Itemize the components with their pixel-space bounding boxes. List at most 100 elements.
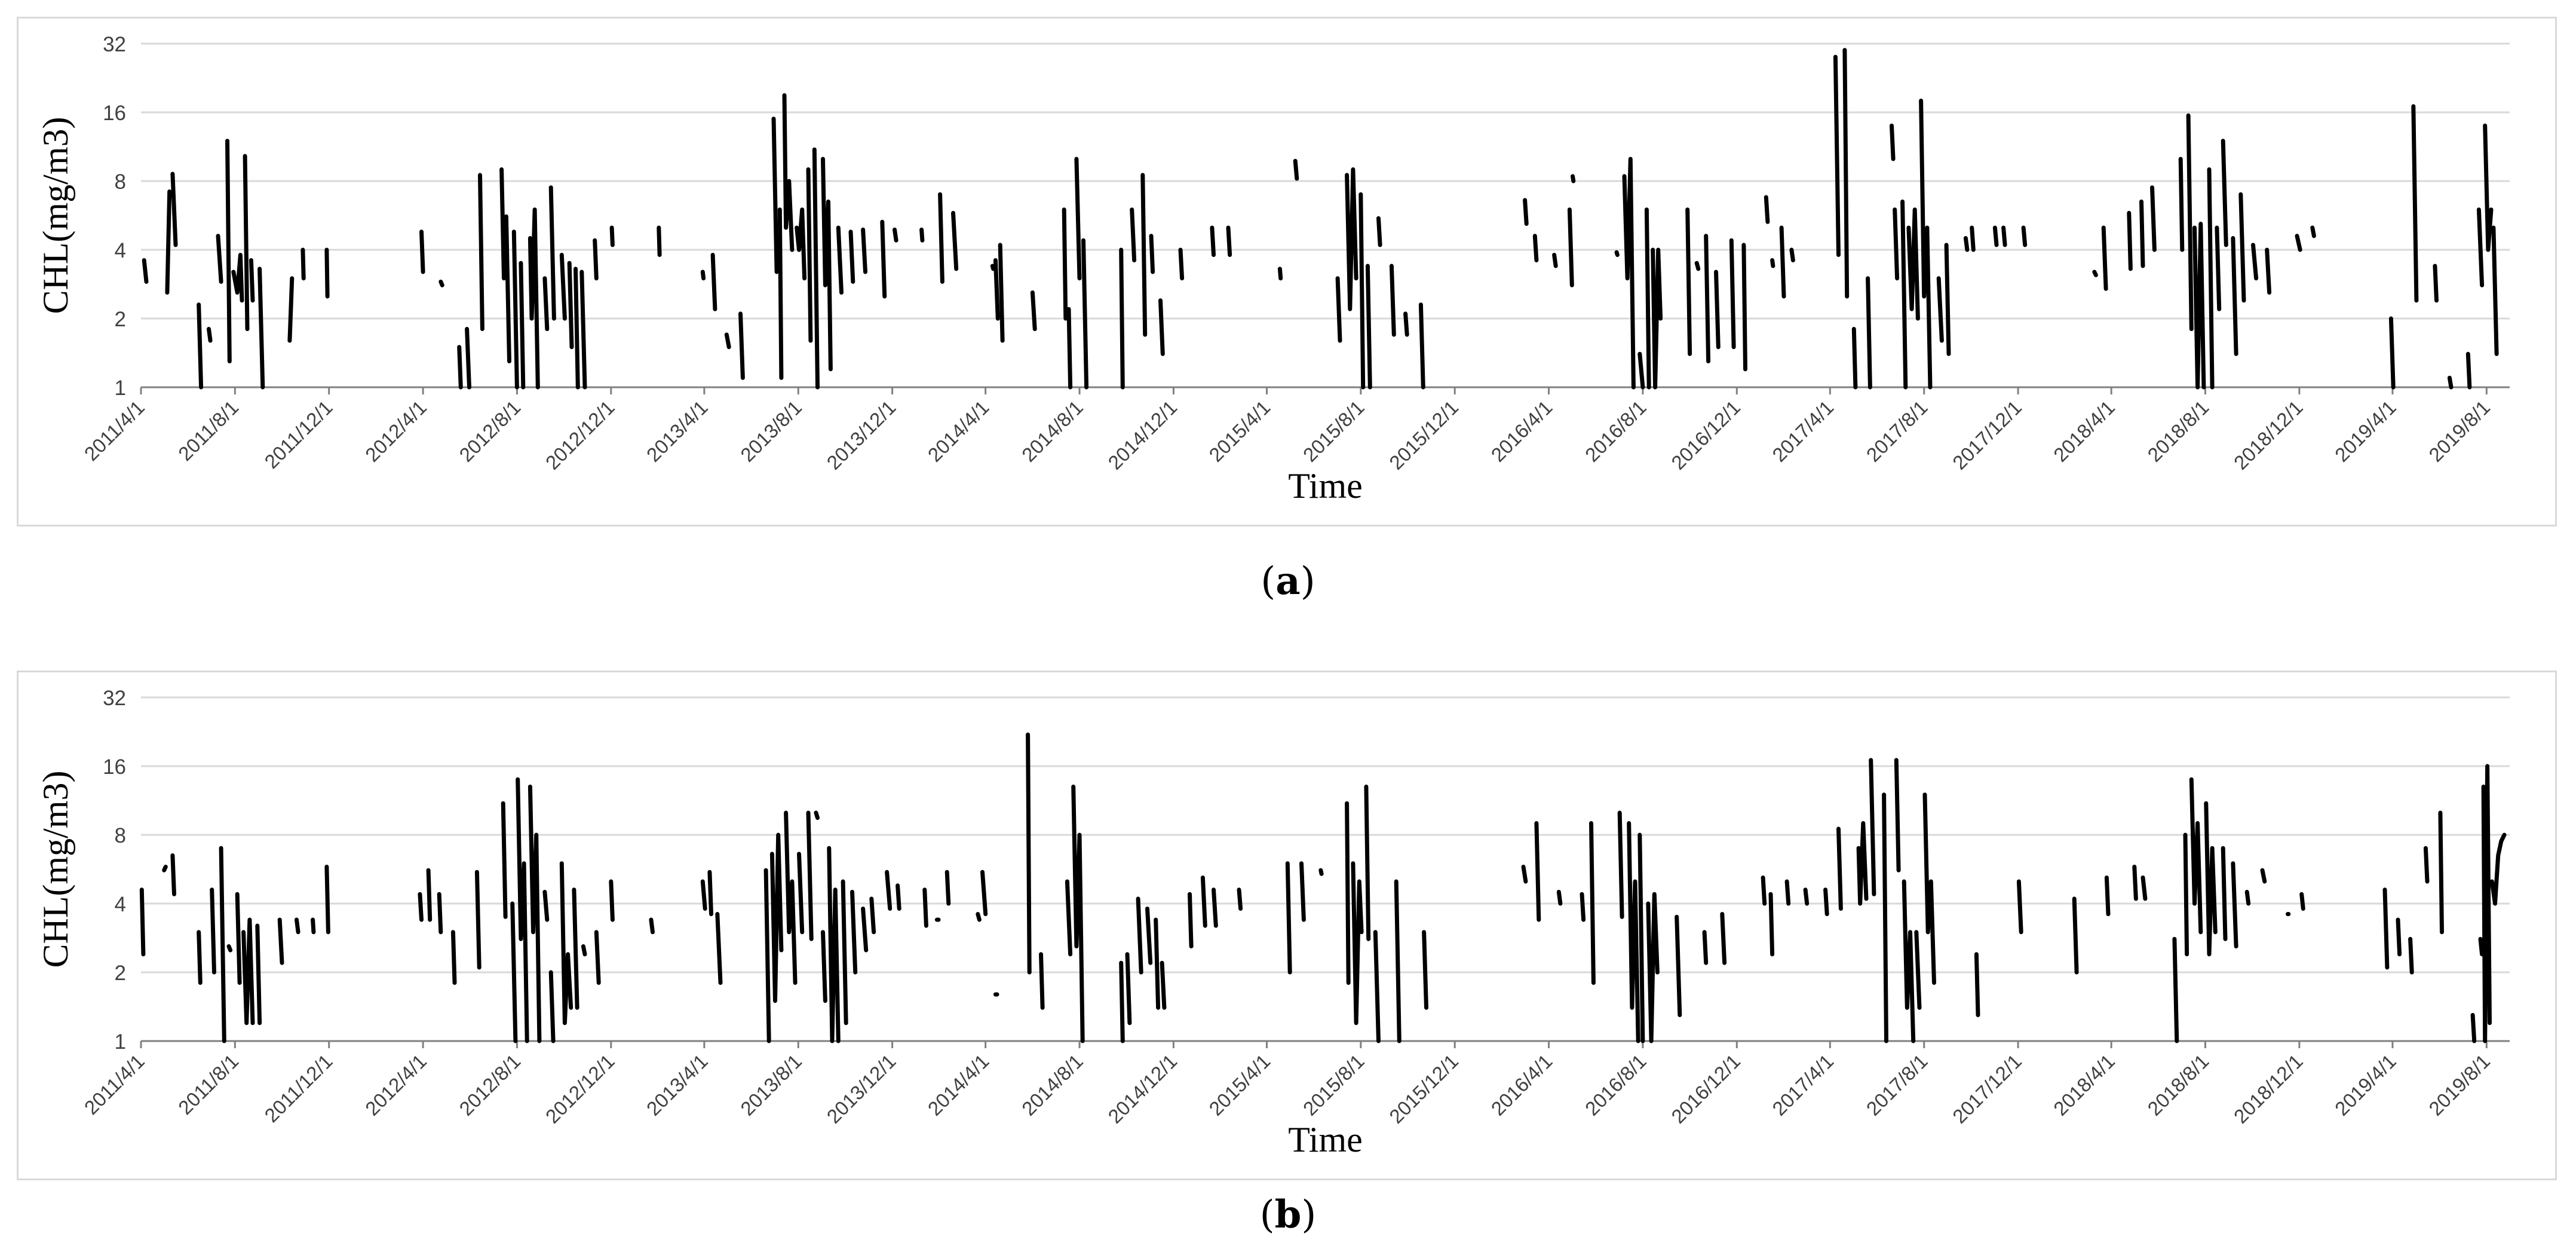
series-line-segment (861, 227, 867, 274)
series-line-segment (1637, 832, 1645, 1043)
series-line-segment (2139, 199, 2145, 268)
series-line-segment (1694, 261, 1701, 271)
series-line-segment (2204, 801, 2218, 957)
series-line-segment (2299, 892, 2305, 911)
series-line-segment (841, 879, 848, 1026)
series-line-segment (170, 172, 178, 247)
series-line-segment (797, 852, 805, 935)
series-line-segment (2465, 351, 2472, 390)
x-tick-label: 2011/8/1 (174, 396, 243, 465)
x-tick-label: 2018/8/1 (2143, 1050, 2213, 1120)
series-line-segment (219, 846, 226, 1043)
series-line-segment (324, 864, 330, 935)
series-line-segment (1237, 887, 1243, 911)
series-line-segment (1071, 784, 1085, 1043)
series-line-segment (1062, 207, 1068, 321)
series-line-segment (1345, 167, 1358, 311)
x-tick-label: 2012/4/1 (361, 396, 431, 466)
series-line-segment (1894, 758, 1901, 873)
x-tick-label: 2014/4/1 (924, 396, 993, 466)
series-line-segment (1651, 247, 1663, 390)
series-line-segment (821, 157, 833, 372)
series-line-segment (1351, 861, 1364, 1026)
series-line-segment (850, 890, 858, 975)
series-line-segment (1922, 792, 1936, 985)
series-line-segment (836, 225, 844, 295)
series-line-segment (1851, 327, 1858, 390)
series-line-segment (437, 892, 443, 935)
series-line-segment (2481, 764, 2492, 1043)
series-line-segment (1136, 896, 1143, 975)
x-tick-label: 2019/8/1 (2424, 1050, 2494, 1120)
series-line-segment (457, 345, 463, 390)
series-line-segment (771, 117, 779, 274)
series-line-segment (1627, 821, 1640, 1043)
series-line-segment (1866, 276, 1872, 390)
y-tick-label: 4 (115, 239, 126, 262)
series-line-segment (1065, 879, 1073, 957)
x-tick-label: 2018/12/1 (2230, 1050, 2307, 1128)
x-tick-label: 2015/8/1 (1299, 396, 1369, 466)
series-line-segment (821, 930, 827, 1003)
chart-a-svg: 1 2 4 8 16 32 2011/4/1 2011/8/1 2011/12/1 2012/4/… (36, 33, 2510, 506)
x-tick-label: 2017/12/1 (1948, 396, 2026, 474)
x-tick-label: 2019/4/1 (2330, 1050, 2400, 1120)
x-tick-label: 2014/8/1 (1017, 396, 1087, 466)
series-line-segment (197, 930, 203, 985)
series-line-segment (1768, 892, 1775, 957)
series-line-segment (2408, 936, 2414, 975)
series-line-segment (243, 154, 250, 331)
series-line-segment (1039, 952, 1045, 1010)
series-line-segment (1992, 225, 1999, 247)
series-line-segment (1644, 207, 1651, 390)
x-tick-label: 2018/4/1 (2049, 1050, 2119, 1120)
series-line-segment (2186, 113, 2194, 331)
y-tick-label: 16 (103, 102, 126, 125)
series-line-segment (1789, 247, 1795, 262)
x-axis-title: Time (1288, 1120, 1363, 1159)
series-line-segment (1081, 238, 1089, 390)
series-line-segment (922, 887, 928, 928)
series-line-segment (885, 870, 893, 911)
series-line-segment (572, 887, 579, 1010)
y-tick-label: 16 (103, 755, 126, 779)
series-line-segment (1580, 892, 1586, 922)
series-line-segment (861, 907, 869, 953)
series-line-segment (235, 892, 242, 985)
series-line-segment (528, 207, 540, 390)
x-tick-label: 2011/4/1 (80, 396, 149, 465)
series-line-segment (1066, 307, 1073, 390)
series-line-segment (581, 944, 587, 957)
x-tick-label: 2011/12/1 (260, 396, 336, 473)
series-line-segment (162, 864, 168, 873)
x-tick-label: 2014/4/1 (924, 1050, 993, 1120)
series-line-segment (1704, 234, 1711, 363)
series-line-segment (2192, 222, 2206, 390)
series-line-segment (2489, 832, 2507, 906)
x-tick-label: 2014/12/1 (1103, 396, 1181, 474)
x-tick-label: 2013/8/1 (736, 1050, 806, 1120)
y-axis-title: CHL(mg/m3) (36, 117, 75, 314)
series-line-segment (559, 253, 567, 321)
series-line-segment (738, 311, 745, 380)
series-line-segment (784, 810, 798, 985)
y-tick-label: 32 (103, 33, 126, 56)
series-line-segment (1779, 225, 1786, 299)
series-line-segment (216, 234, 223, 284)
series-line-segment (1784, 879, 1791, 906)
series-line-segment (2238, 192, 2246, 303)
series-line-segment (465, 327, 471, 390)
series-line-segment (2438, 810, 2444, 935)
x-tick-label: 2018/4/1 (2049, 396, 2119, 466)
series-line-segment (1226, 225, 1232, 257)
series-line-segment (1335, 276, 1342, 343)
x-tick-label: 2016/4/1 (1487, 396, 1557, 466)
series-line-segment (769, 832, 784, 1003)
series-line-segment (1358, 192, 1366, 390)
x-tick-label: 2012/4/1 (361, 1050, 431, 1120)
series-line-segment (782, 93, 795, 252)
series-line-segment (225, 139, 232, 363)
series-line-segment (516, 777, 529, 1043)
series-line-segment (2260, 868, 2267, 884)
series-line-segment (1160, 960, 1167, 1010)
